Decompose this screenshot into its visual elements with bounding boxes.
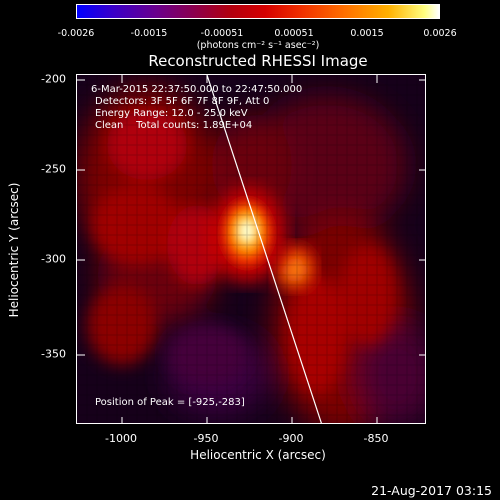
x-axis-label: Heliocentric X (arcsec) xyxy=(190,448,326,462)
colorbar-units: (photons cm⁻² s⁻¹ asec⁻²) xyxy=(196,40,320,51)
image-title: Reconstructed RHESSI Image xyxy=(148,52,368,70)
x-tick-label: -950 xyxy=(193,432,219,445)
colorbar xyxy=(76,4,440,19)
colorbar-tick: -0.00051 xyxy=(200,28,244,39)
solar-image xyxy=(76,74,426,424)
colorbar-tick: 0.0026 xyxy=(423,28,457,39)
y-axis-label: Heliocentric Y (arcsec) xyxy=(7,182,21,318)
y-tick-label: -250 xyxy=(41,162,66,176)
colorbar-tick: -0.0015 xyxy=(130,28,168,39)
y-tick-label: -350 xyxy=(41,347,66,361)
x-tick-label: -850 xyxy=(363,432,389,445)
detectors-info: Detectors: 3F 5F 6F 7F 8F 9F, Att 0 xyxy=(95,96,270,107)
solar-limb xyxy=(206,75,322,423)
clean-info: Clean Total counts: 1.89E+04 xyxy=(95,120,253,131)
time-range: 6-Mar-2015 22:37:50.000 to 22:47:50.000 xyxy=(91,84,303,95)
energy-range: Energy Range: 12.0 - 25.0 keV xyxy=(95,108,248,119)
peak-position: Position of Peak = [-925,-283] xyxy=(95,397,245,408)
colorbar-tick: 0.00051 xyxy=(274,28,314,39)
y-tick-label: -300 xyxy=(41,252,66,266)
x-tick-label: -900 xyxy=(278,432,304,445)
image-canvas xyxy=(77,75,425,423)
colorbar-tick: -0.0026 xyxy=(57,28,95,39)
x-tick-label: -1000 xyxy=(105,432,137,445)
y-tick-label: -200 xyxy=(41,72,66,86)
render-timestamp: 21-Aug-2017 03:15 xyxy=(371,483,492,498)
colorbar-tick: 0.0015 xyxy=(350,28,384,39)
